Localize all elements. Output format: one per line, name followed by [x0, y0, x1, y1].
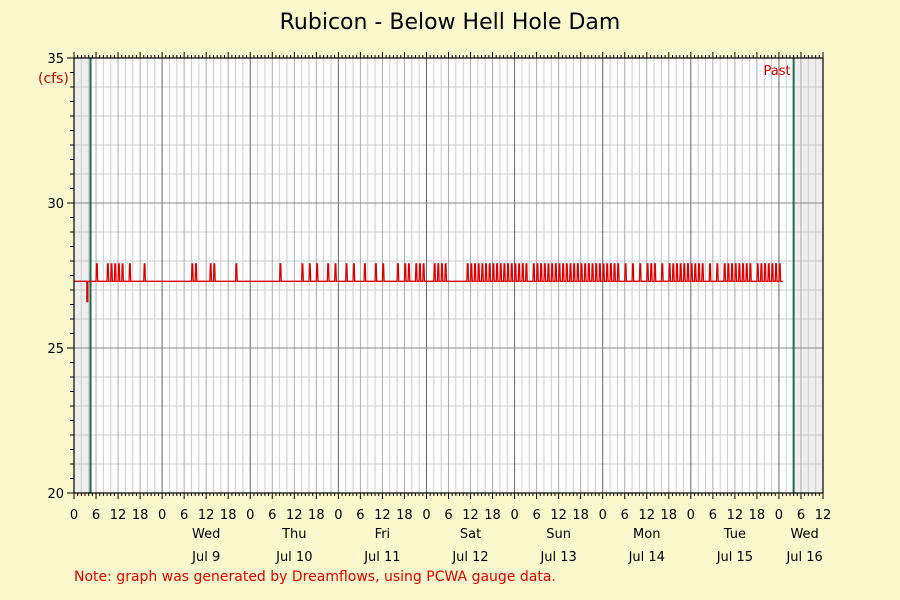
x-date-label: Jul 13	[539, 550, 576, 565]
x-hour-label: 6	[180, 508, 188, 523]
past-label: Past	[764, 64, 791, 79]
x-hour-label: 12	[462, 508, 479, 523]
x-hour-label: 18	[220, 508, 237, 523]
x-hour-label: 0	[687, 508, 695, 523]
x-weekday-label: Sat	[460, 527, 481, 542]
x-hour-label: 6	[92, 508, 100, 523]
x-hour-label: 0	[334, 508, 342, 523]
x-hour-label: 0	[158, 508, 166, 523]
x-hour-label: 18	[308, 508, 325, 523]
x-hour-label: 18	[572, 508, 589, 523]
footer-note: Note: graph was generated by Dreamflows,…	[74, 569, 556, 585]
x-hour-label: 0	[599, 508, 607, 523]
shaded-region-before	[74, 58, 91, 493]
x-hour-label: 18	[749, 508, 766, 523]
chart-title: Rubicon - Below Hell Hole Dam	[279, 10, 621, 35]
flow-series-line	[74, 263, 783, 303]
y-tick-label: 35	[47, 52, 64, 67]
x-hour-label: 18	[661, 508, 678, 523]
x-hour-label: 18	[396, 508, 413, 523]
x-weekday-label: Sun	[546, 527, 571, 542]
x-hour-label: 6	[268, 508, 276, 523]
x-weekday-label: Wed	[790, 527, 818, 542]
x-hour-label: 6	[709, 508, 717, 523]
x-hour-label: 0	[246, 508, 254, 523]
y-tick-label: 20	[47, 487, 64, 502]
x-date-label: Jul 15	[716, 550, 753, 565]
x-hour-label: 12	[550, 508, 567, 523]
x-hour-label: 0	[510, 508, 518, 523]
x-hour-label: 6	[444, 508, 452, 523]
x-hour-label: 12	[110, 508, 127, 523]
x-hour-label: 12	[198, 508, 215, 523]
x-date-label: Jul 11	[363, 550, 400, 565]
x-date-label: Jul 9	[191, 550, 220, 565]
x-hour-label: 12	[374, 508, 391, 523]
x-hour-label: 6	[356, 508, 364, 523]
x-hour-label: 0	[422, 508, 430, 523]
y-tick-label: 30	[47, 197, 64, 212]
x-weekday-label: Wed	[192, 527, 220, 542]
x-hour-label: 6	[797, 508, 805, 523]
x-weekday-label: Fri	[375, 527, 391, 542]
x-weekday-label: Thu	[281, 527, 306, 542]
x-hour-label: 18	[132, 508, 149, 523]
x-date-label: Jul 12	[451, 550, 488, 565]
x-weekday-label: Tue	[723, 527, 746, 542]
x-hour-label: 12	[638, 508, 655, 523]
x-hour-label: 6	[621, 508, 629, 523]
x-hour-label: 12	[727, 508, 744, 523]
x-hour-label: 0	[70, 508, 78, 523]
y-axis-unit-label: (cfs)	[38, 71, 69, 87]
x-hour-label: 12	[286, 508, 303, 523]
x-hour-label: 6	[532, 508, 540, 523]
x-hour-label: 18	[484, 508, 501, 523]
x-weekday-label: Mon	[633, 527, 660, 542]
x-date-label: Jul 16	[785, 550, 822, 565]
x-hour-label: 12	[815, 508, 832, 523]
x-hour-label: 0	[775, 508, 783, 523]
y-tick-label: 25	[47, 342, 64, 357]
x-date-label: Jul 14	[628, 550, 665, 565]
x-date-label: Jul 10	[275, 550, 312, 565]
